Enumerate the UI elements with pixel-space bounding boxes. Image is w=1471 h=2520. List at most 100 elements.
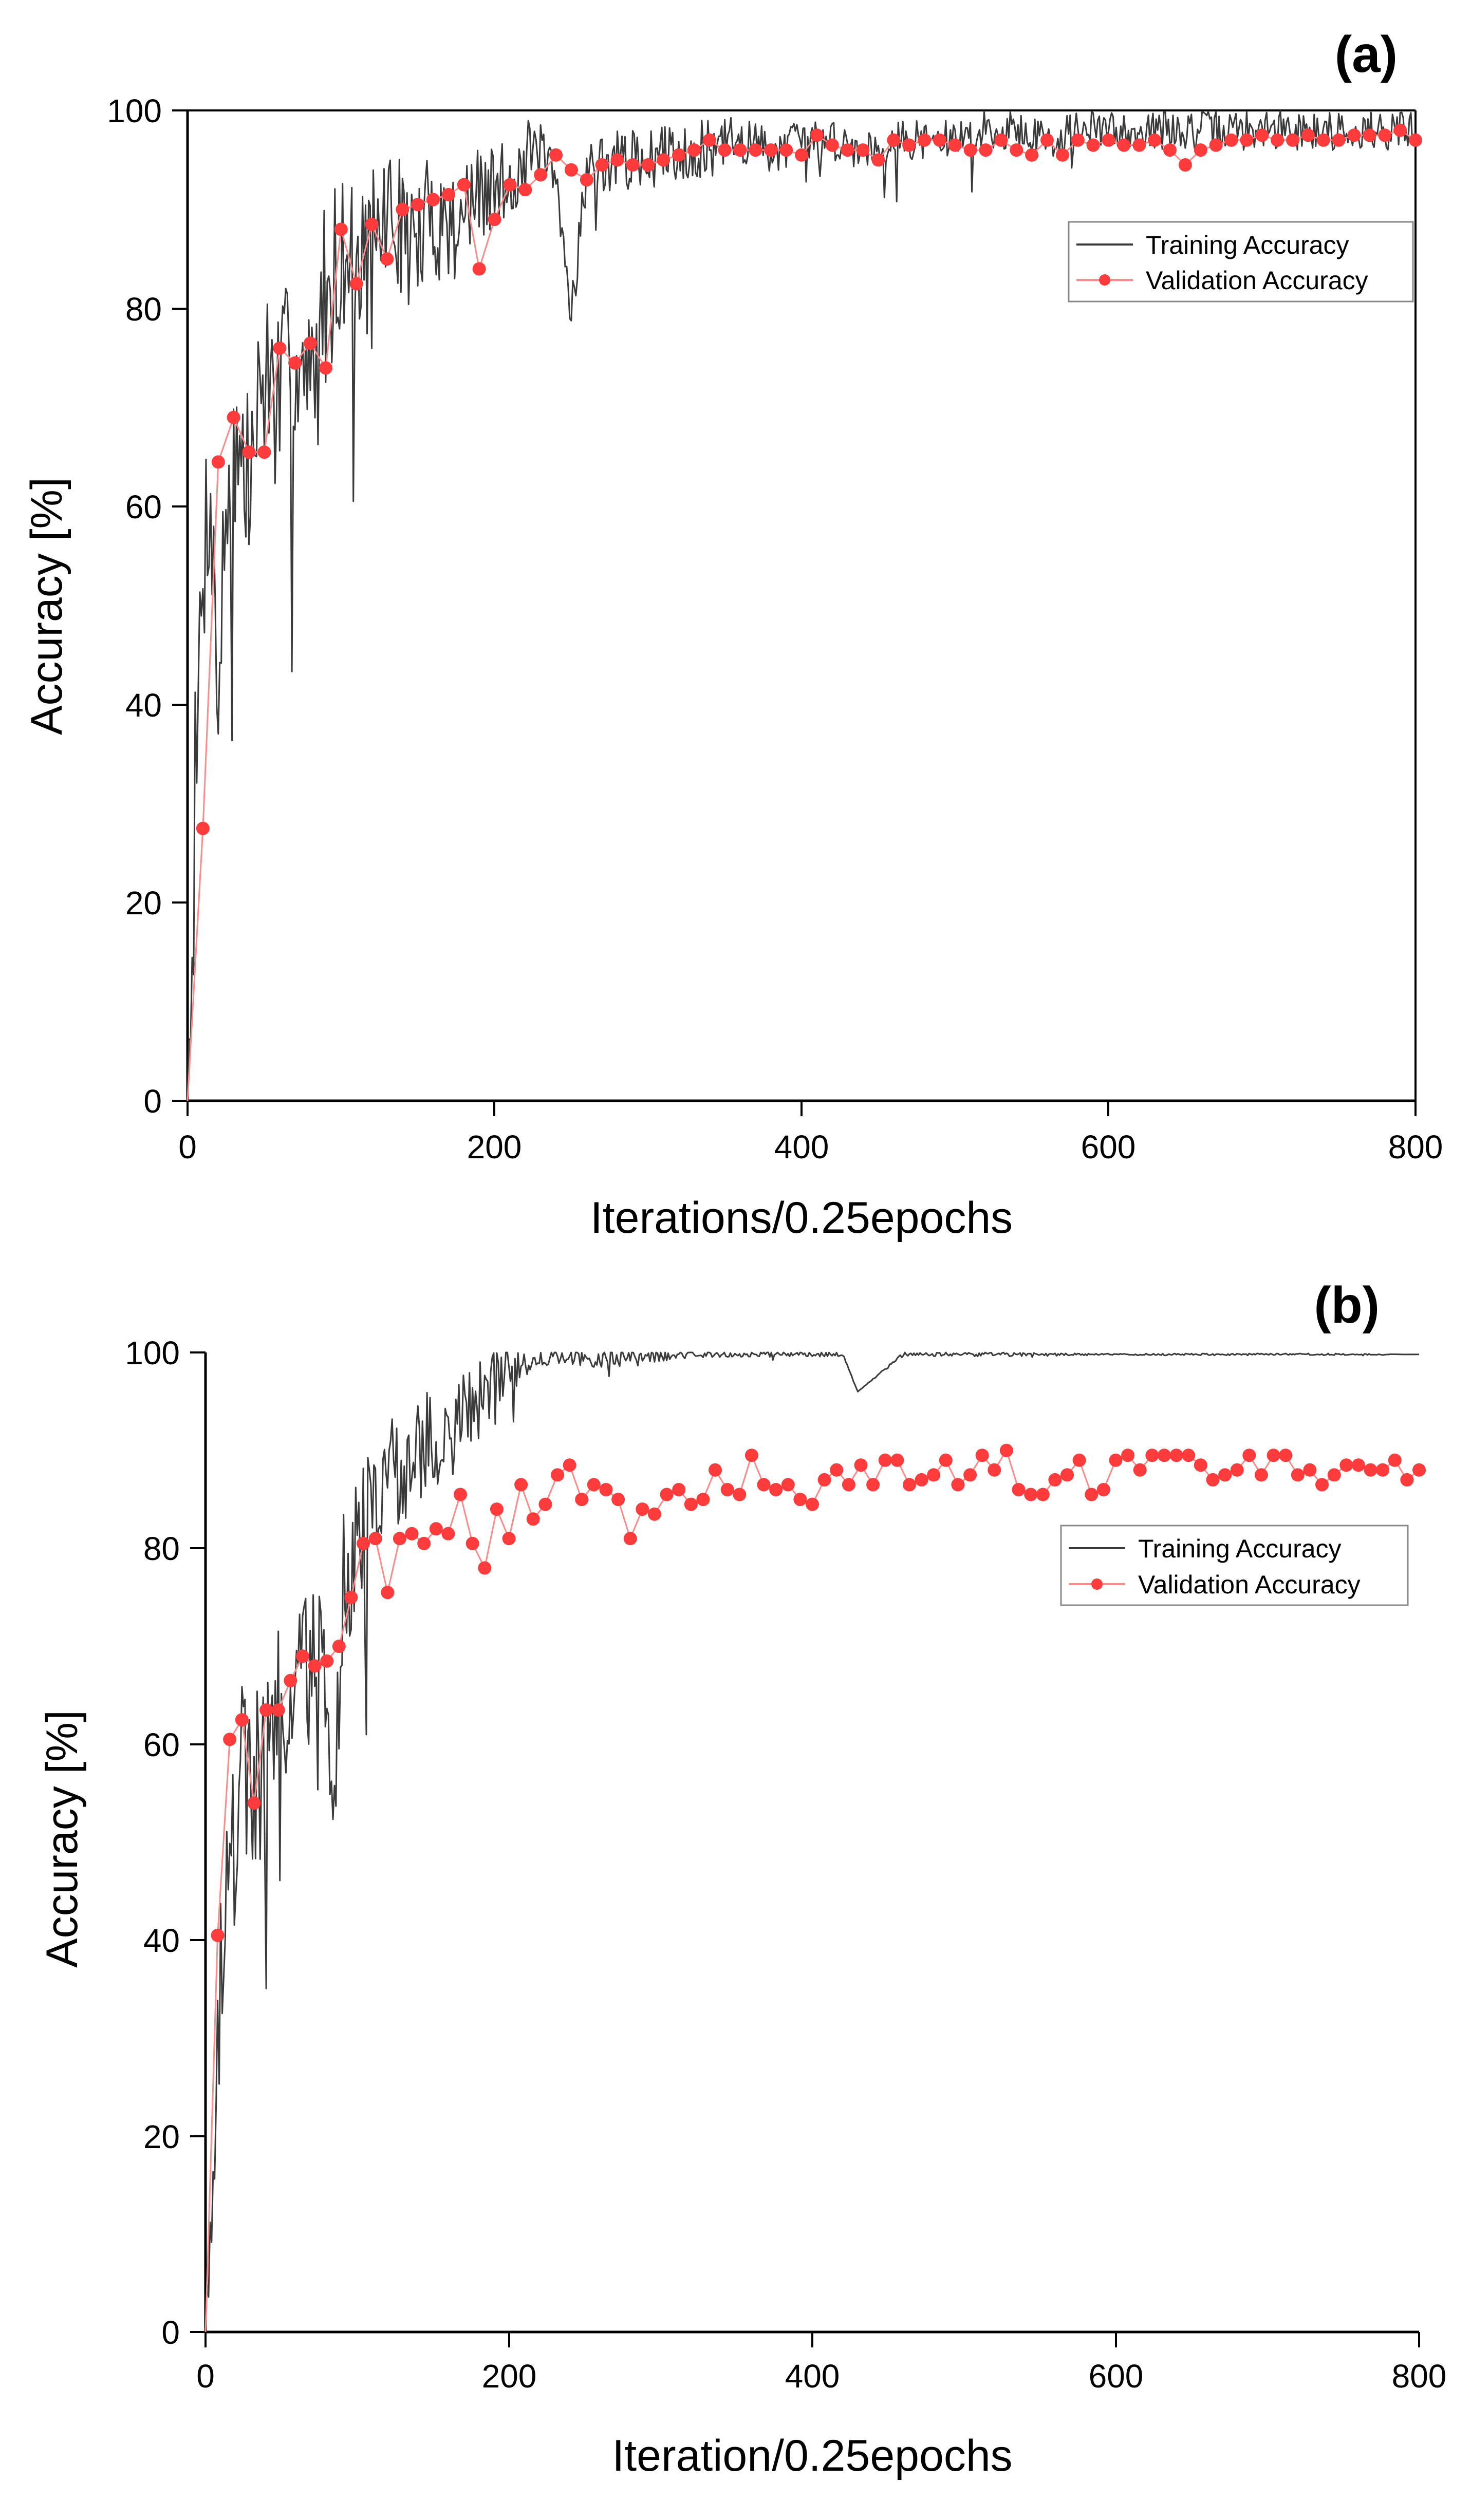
panel-b-validation-accuracy-point (720, 1483, 734, 1496)
panel-a-validation-accuracy-point (764, 143, 778, 157)
panel-b-x-axis-title: Iteration/0.25epochs (612, 2431, 1012, 2480)
panel-b-validation-accuracy-point (1327, 1468, 1341, 1482)
panel-b-y-tick-label: 20 (143, 2118, 180, 2155)
panel-a-validation-accuracy-point (1194, 143, 1207, 157)
panel-b-validation-accuracy-point (1388, 1453, 1402, 1467)
panel-a-x-axis-title: Iterations/0.25epochs (590, 1193, 1013, 1243)
panel-b-validation-accuracy-point (465, 1536, 479, 1550)
panel-b-validation-accuracy-point (1364, 1463, 1377, 1477)
panel-b-validation-accuracy-point (1230, 1463, 1244, 1477)
panel-a-legend-validation-marker (1099, 274, 1110, 286)
panel-b-validation-accuracy-point (332, 1640, 346, 1653)
panel-b-validation-accuracy-point (1182, 1449, 1196, 1462)
panel-b-validation-accuracy-point (1085, 1488, 1098, 1501)
panel-a-validation-accuracy-point (1055, 148, 1069, 162)
panel-a-validation-accuracy-point (626, 158, 640, 172)
panel-b-legend-validation-marker (1091, 1578, 1103, 1590)
panel-a-validation-accuracy-point (887, 133, 901, 147)
panel-b-validation-accuracy-point (927, 1468, 941, 1482)
panel-b-validation-accuracy-point (538, 1497, 552, 1511)
panel-a-validation-accuracy-point (841, 143, 854, 157)
panel-a-y-tick-label: 80 (125, 291, 162, 328)
panel-b-validation-accuracy-point (308, 1659, 322, 1673)
panel-a-legend-box (1068, 221, 1414, 303)
panel-b-x-tick: 600 (1089, 2332, 1143, 2395)
panel-b-validation-accuracy-point (1096, 1483, 1110, 1496)
panel-a-validation-accuracy-point (257, 445, 271, 459)
panel-b-legend-box (1060, 1525, 1409, 1606)
panel-a-validation-accuracy-point (1316, 133, 1330, 147)
panel-b-validation-accuracy-point (1158, 1449, 1171, 1462)
panel-a-validation-accuracy-point (902, 138, 916, 152)
panel-a-validation-accuracy-point (1393, 123, 1407, 137)
panel-a-validation-accuracy-point (227, 410, 240, 424)
panel-a-validation-accuracy-point (641, 158, 655, 172)
panel-a-validation-accuracy-point (288, 356, 302, 370)
panel-a-validation-accuracy-point (380, 252, 394, 266)
panel-b-y-tick-label: 100 (125, 1334, 180, 1371)
panel-a-validation-accuracy-point (564, 163, 578, 177)
panel-b-validation-accuracy-point (441, 1527, 455, 1540)
panel-a-y-tick: 80 (125, 291, 188, 328)
panel-a-validation-accuracy-point (242, 445, 256, 459)
panel-b-validation-accuracy-point (1194, 1458, 1207, 1472)
panel-b-validation-accuracy-point (514, 1478, 528, 1492)
panel-b-validation-accuracy-point (988, 1463, 1001, 1477)
panel-a-validation-accuracy-point (1209, 138, 1223, 152)
panel-a-validation-accuracy-point (411, 198, 425, 212)
panel-b-validation-accuracy-point (1024, 1488, 1038, 1501)
panel-a-validation-accuracy-point (1224, 133, 1238, 147)
panel-b-validation-accuracy-point (830, 1463, 844, 1477)
panel-b-validation-accuracy-point (1291, 1468, 1305, 1482)
panel-b-validation-accuracy-point (915, 1473, 928, 1487)
panel-b-validation-accuracy-point (296, 1649, 309, 1663)
panel-a-validation-accuracy-point (472, 262, 486, 276)
panel-b-y-tick-label: 80 (143, 1530, 180, 1567)
panel-b-legend-validation-label: Validation Accuracy (1138, 1570, 1361, 1599)
panel-a-validation-accuracy-point (687, 143, 701, 157)
panel-a-x-tick: 800 (1388, 1101, 1443, 1165)
panel-b-y-tick: 100 (125, 1334, 206, 1371)
panel-a-validation-accuracy-point (365, 217, 379, 231)
panel-a-validation-accuracy-point (549, 148, 563, 162)
panel-a-y-tick-label: 60 (125, 488, 162, 525)
panel-a-y-tick: 100 (107, 92, 188, 129)
panel-a-ticks: 0 20 40 60 80 100 (107, 92, 1443, 1165)
panel-b-validation-accuracy-point (854, 1458, 868, 1472)
panel-a-validation-accuracy-point (1117, 138, 1131, 152)
panel-a-x-tick: 400 (774, 1101, 829, 1165)
panel-a-validation-accuracy-point (810, 128, 824, 142)
panel-a-validation-accuracy-point (1163, 143, 1177, 157)
panel-a-validation-accuracy-point (657, 153, 671, 167)
panel-b-validation-accuracy-point (551, 1468, 564, 1482)
panel-b-validation-accuracy-point (211, 1928, 225, 1942)
panel-b-validation-accuracy-point (1303, 1463, 1317, 1477)
panel-b-validation-accuracy-point (1072, 1453, 1086, 1467)
chart-panel-b: (b) 0 20 40 60 80 (38, 1276, 1446, 2480)
panel-b-validation-accuracy-point (890, 1453, 904, 1467)
panel-b-validation-accuracy-point (878, 1453, 892, 1467)
panel-a-validation-accuracy-point (1271, 133, 1284, 147)
panel-a-validation-accuracy-point (733, 143, 747, 157)
panel-a-validation-accuracy-point (948, 138, 962, 152)
panel-b-x-tick: 200 (482, 2332, 536, 2395)
panel-b-validation-accuracy-point (744, 1449, 758, 1462)
panel-b-plot-area (204, 1351, 1426, 2333)
panel-a-x-tick-label: 400 (774, 1129, 829, 1165)
panel-b-validation-accuracy-point (866, 1478, 880, 1492)
panel-a-y-tick: 60 (125, 488, 188, 525)
panel-a-validation-accuracy-point (1409, 133, 1422, 147)
panel-a-validation-accuracy-point (503, 178, 517, 192)
panel-a-validation-accuracy-point (211, 455, 225, 469)
panel-a-legend-training-label: Training Accuracy (1146, 231, 1349, 259)
panel-a-validation-accuracy-point (1347, 128, 1361, 142)
panel-a-validation-accuracy-point (795, 148, 808, 162)
panel-b-validation-accuracy-point (999, 1443, 1013, 1457)
panel-b-validation-accuracy-point (454, 1488, 467, 1501)
panel-b-validation-accuracy-point (611, 1493, 625, 1507)
panel-b-x-tick-label: 400 (785, 2358, 840, 2395)
panel-b-validation-accuracy-point (672, 1483, 686, 1496)
panel-a-validation-accuracy-point (595, 158, 609, 172)
panel-a-training-accuracy-line (187, 110, 1416, 1101)
